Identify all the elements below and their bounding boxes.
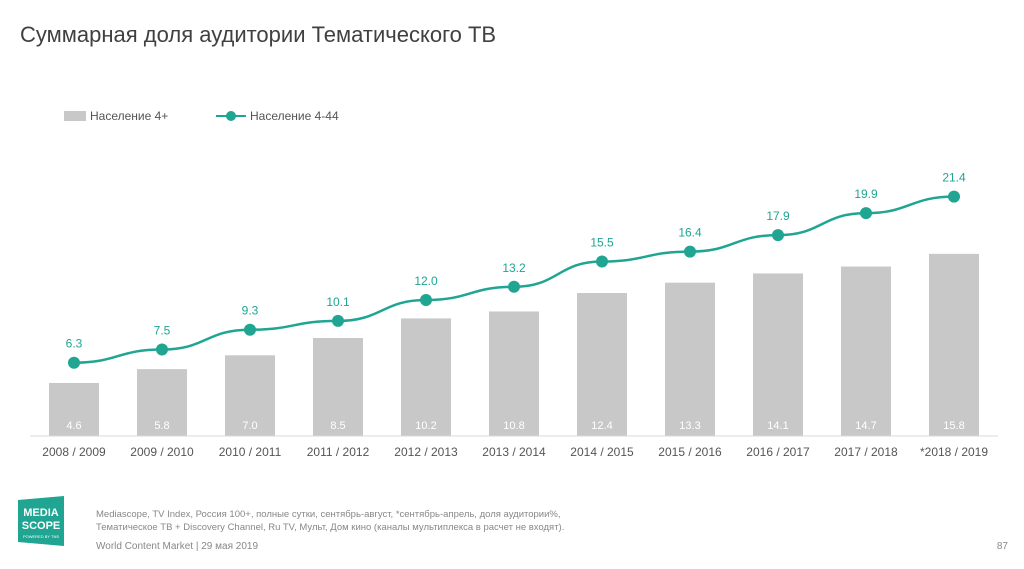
x-tick-label: 2011 / 2012 [307,445,370,459]
bar [753,273,803,436]
x-tick-label: 2010 / 2011 [219,445,282,459]
bar [665,282,715,436]
page-number: 87 [996,541,1008,552]
x-tick-label: 2012 / 2013 [394,445,458,459]
line-value-label: 12.0 [414,274,438,288]
line-point [596,255,608,268]
line-point [420,294,432,306]
bar [489,311,539,436]
legend-bar-swatch [64,111,86,121]
line-value-label: 7.5 [154,324,171,338]
x-tick-label: *2018 / 2019 [920,445,988,459]
legend-line-marker [226,111,236,121]
logo-tagline: POWERED BY TNS [23,534,59,539]
line-point [684,245,696,258]
mediascope-logo: MEDIA SCOPE POWERED BY TNS [18,496,64,546]
bar-value-label: 13.3 [679,420,700,432]
bar-value-label: 14.1 [767,420,788,432]
bar-value-label: 10.8 [503,420,524,432]
bar-value-label: 12.4 [591,420,612,432]
x-tick-label: 2009 / 2010 [130,445,194,459]
line-point [68,356,80,369]
line-value-label: 9.3 [242,304,259,318]
bar [929,253,979,436]
source-notes-line2: Тематическое ТВ + Discovery Channel, Ru … [96,522,565,533]
logo-mark: MEDIA SCOPE POWERED BY TNS [18,496,64,546]
bar [313,337,363,436]
bar-value-label: 14.7 [855,420,876,432]
logo-line2: SCOPE [22,520,61,532]
x-tick-label: 2013 / 2014 [482,445,546,459]
line-point [508,280,520,293]
bar [49,382,99,436]
bar [841,266,891,436]
x-tick-label: 2015 / 2016 [658,445,722,459]
line-point [332,314,344,327]
line-value-label: 16.4 [678,226,702,240]
line-point [244,323,256,336]
bar [577,293,627,436]
x-tick-label: 2016 / 2017 [746,445,810,459]
footer-text: World Content Market | 29 мая 2019 [96,541,259,552]
line-value-label: 21.4 [942,171,966,185]
line-point [156,343,168,356]
source-notes-line1: Mediascope, TV Index, Россия 100+, полны… [96,509,561,520]
line-point [772,229,784,242]
x-tick-label: 2017 / 2018 [834,445,898,459]
bar-value-label: 5.8 [154,420,169,432]
bar-value-label: 8.5 [330,420,345,432]
logo-line1: MEDIA [23,507,59,519]
line-value-label: 13.2 [502,261,526,275]
bar-value-label: 7.0 [242,420,257,432]
x-tick-label: 2014 / 2015 [570,445,634,459]
bar [401,318,451,436]
source-notes: Mediascope, TV Index, Россия 100+, полны… [96,508,796,534]
line-value-label: 15.5 [590,236,614,250]
bar-value-label: 10.2 [415,420,436,432]
bar [225,355,275,436]
page-title: Суммарная доля аудитории Тематического Т… [20,22,497,47]
bar [137,369,187,436]
bar-value-label: 4.6 [66,420,81,432]
line-point [948,190,960,203]
line-value-label: 17.9 [766,209,790,223]
line-value-label: 10.1 [326,295,350,309]
x-tick-label: 2008 / 2009 [42,445,106,459]
line-point [860,207,872,220]
bar-value-label: 15.8 [943,420,964,432]
line-value-label: 6.3 [66,337,83,351]
legend-line-label: Население 4-44 [250,109,339,123]
line-value-label: 19.9 [854,187,878,201]
legend-bar-label: Население 4+ [90,109,169,123]
